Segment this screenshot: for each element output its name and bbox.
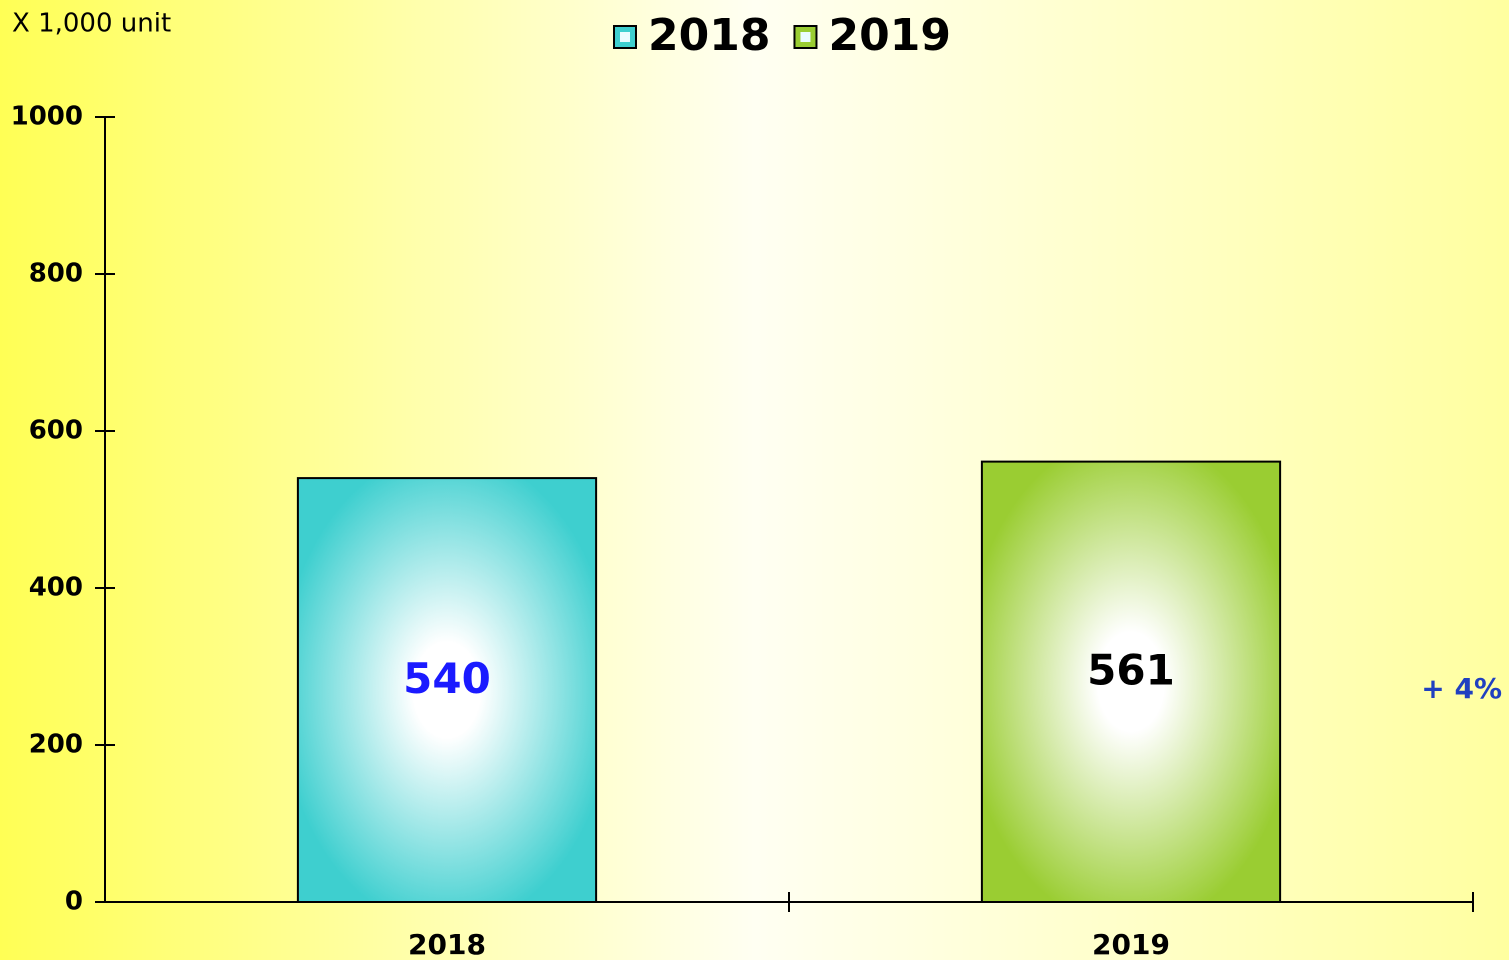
legend-label: 2019	[828, 10, 950, 61]
annotation: + 4%	[1421, 672, 1502, 705]
legend-swatch-inner	[620, 32, 630, 42]
y-tick-label: 0	[65, 887, 83, 917]
bar	[980, 460, 1282, 903]
value-label: 561	[1087, 645, 1175, 694]
x-tick-label: 2018	[408, 928, 486, 960]
y-tick-label: 800	[29, 259, 83, 289]
legend-label: 2018	[648, 10, 770, 61]
y-tick-label: 200	[29, 730, 83, 760]
y-tick-label: 600	[29, 416, 83, 446]
legend-swatch-inner	[800, 32, 811, 42]
value-label: 540	[403, 654, 491, 703]
y-tick-label: 1000	[11, 102, 83, 132]
y-tick-label: 400	[29, 573, 83, 603]
unit-label: X 1,000 unit	[12, 9, 171, 39]
bar	[296, 477, 598, 903]
legend: 2018 2019	[613, 10, 951, 61]
x-tick-label: 2019	[1092, 928, 1170, 960]
